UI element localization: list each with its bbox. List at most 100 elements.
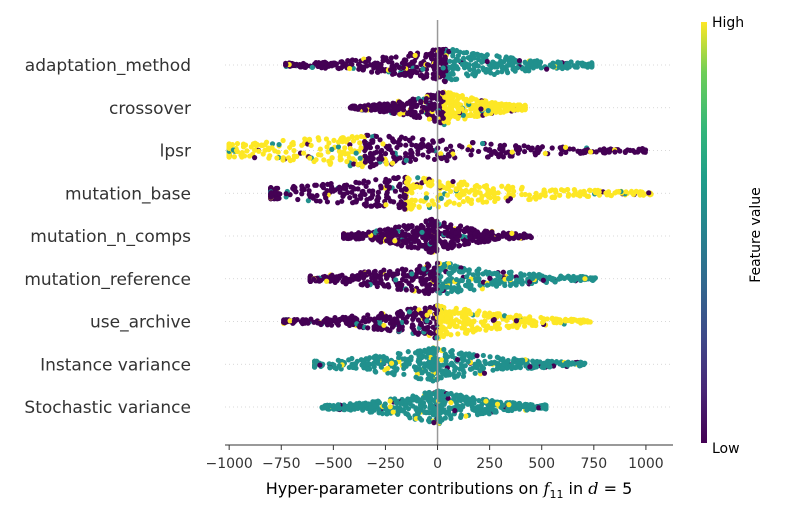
data-point: [276, 141, 282, 148]
data-point: [313, 157, 319, 163]
data-point: [566, 63, 572, 69]
data-point: [479, 58, 485, 64]
data-point: [424, 318, 430, 324]
data-point: [567, 146, 573, 152]
data-point: [542, 193, 548, 199]
data-point: [447, 114, 454, 120]
data-point: [485, 108, 491, 114]
data-point: [443, 201, 449, 207]
data-point: [341, 405, 347, 411]
data-point: [403, 57, 409, 63]
data-point: [540, 277, 546, 283]
data-point: [426, 364, 432, 370]
data-point: [438, 314, 444, 320]
data-point: [371, 324, 377, 330]
data-point: [488, 141, 494, 147]
data-point: [402, 192, 408, 198]
data-point: [409, 142, 415, 148]
data-point: [533, 196, 539, 202]
data-point: [438, 151, 444, 157]
data-point: [451, 310, 458, 316]
data-point: [344, 158, 350, 165]
data-point: [612, 149, 618, 155]
data-point: [582, 276, 588, 282]
data-point: [395, 268, 401, 274]
data-point: [375, 313, 382, 320]
data-point: [395, 411, 401, 417]
data-point: [420, 152, 426, 158]
data-point: [458, 414, 464, 420]
data-point: [256, 148, 262, 154]
data-point: [366, 229, 372, 235]
data-point: [478, 106, 484, 112]
data-point: [370, 155, 376, 162]
data-point: [283, 61, 289, 68]
data-point: [374, 283, 380, 290]
data-point: [331, 137, 337, 143]
data-point: [244, 148, 250, 154]
data-point: [315, 63, 321, 69]
data-point: [427, 179, 433, 185]
data-point: [518, 271, 524, 277]
data-point: [487, 275, 493, 281]
data-point: [428, 348, 435, 354]
data-point: [437, 183, 443, 189]
data-point: [471, 187, 478, 193]
data-point: [557, 361, 563, 367]
data-point: [393, 399, 399, 405]
data-point: [417, 184, 423, 190]
data-point: [274, 155, 280, 161]
data-point: [397, 308, 404, 315]
data-point: [469, 140, 476, 146]
data-point: [640, 147, 646, 153]
data-point: [368, 203, 374, 209]
data-point: [431, 229, 437, 235]
data-point: [505, 357, 511, 364]
data-point: [375, 326, 381, 332]
data-point: [329, 272, 335, 278]
data-point: [443, 146, 449, 152]
data-point: [328, 322, 335, 328]
data-point: [549, 145, 555, 151]
data-point: [477, 190, 483, 196]
data-point: [391, 175, 398, 182]
data-point: [492, 106, 498, 113]
data-point: [324, 144, 330, 150]
data-point: [354, 135, 360, 141]
data-point: [468, 366, 474, 372]
feature-label: Stochastic variance: [24, 398, 191, 418]
data-point: [474, 412, 481, 418]
data-point: [347, 145, 353, 152]
data-point: [459, 393, 465, 400]
data-point: [388, 198, 394, 204]
data-point: [390, 232, 396, 238]
data-point: [373, 272, 379, 278]
data-point: [299, 183, 305, 189]
data-point: [417, 402, 424, 408]
data-point: [492, 359, 498, 365]
data-point: [547, 188, 553, 194]
data-point: [402, 201, 408, 207]
swarm-row: [281, 302, 593, 341]
data-point: [376, 407, 382, 413]
data-point: [500, 154, 506, 160]
data-point: [387, 67, 394, 73]
data-point: [306, 188, 312, 194]
data-point: [504, 323, 510, 329]
data-point: [258, 142, 264, 148]
data-point: [407, 138, 413, 144]
data-point: [484, 58, 490, 65]
data-point: [394, 144, 400, 151]
data-point: [441, 284, 447, 290]
data-point: [337, 189, 343, 195]
data-point: [481, 408, 487, 414]
data-point: [325, 62, 332, 68]
data-point: [404, 411, 410, 417]
data-point: [533, 319, 539, 325]
data-point: [457, 49, 463, 55]
data-point: [401, 223, 407, 229]
data-point: [391, 154, 397, 160]
data-point: [499, 69, 505, 75]
data-point: [494, 401, 501, 407]
data-point: [549, 275, 556, 282]
